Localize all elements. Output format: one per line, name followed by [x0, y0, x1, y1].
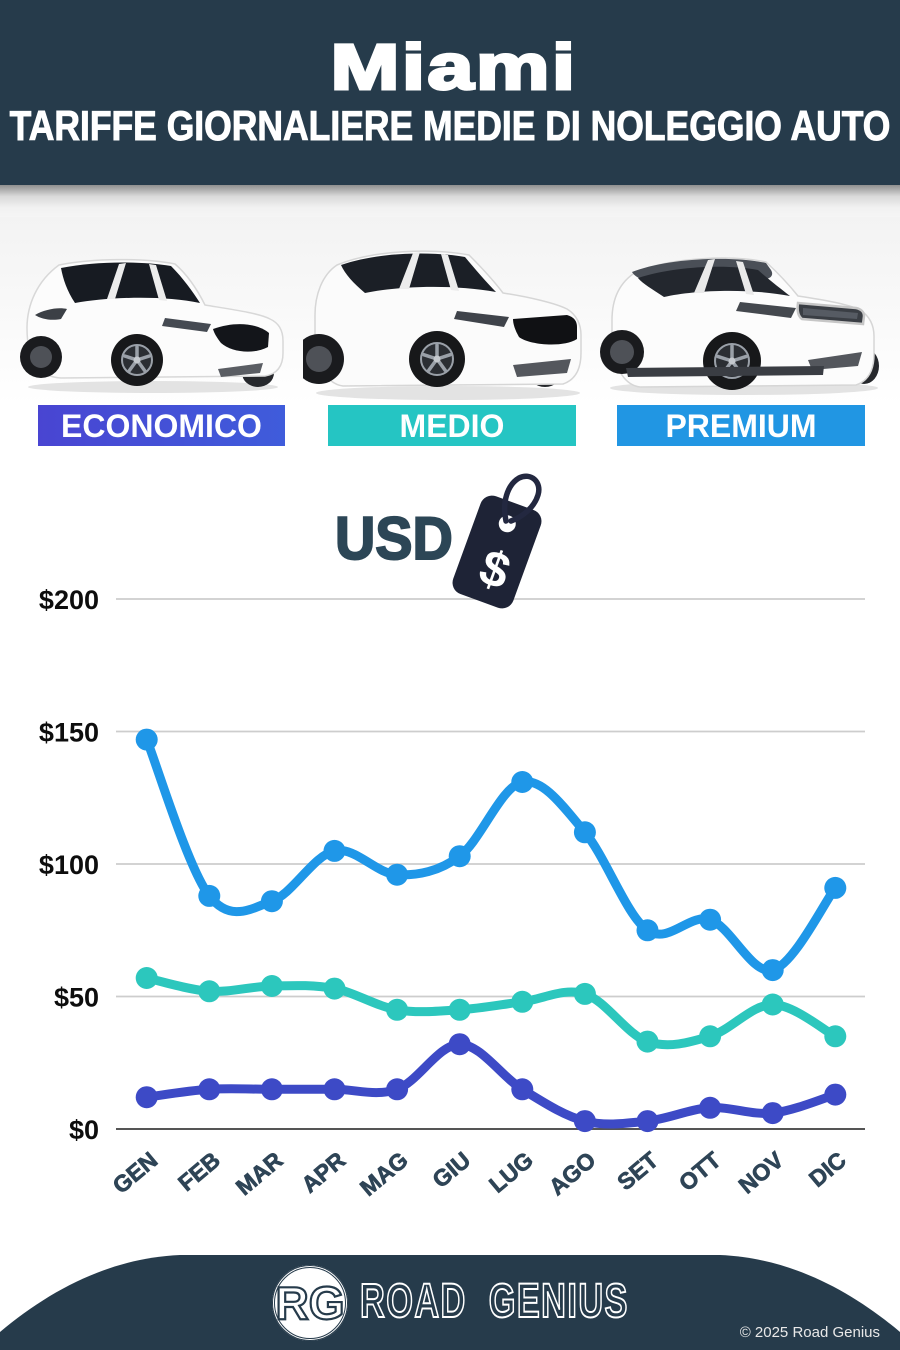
svg-text:MAG: MAG [355, 1147, 413, 1201]
svg-text:APR: APR [296, 1146, 350, 1197]
svg-text:DIC: DIC [804, 1147, 851, 1192]
svg-text:GEN: GEN [107, 1147, 162, 1199]
svg-text:MAR: MAR [231, 1146, 288, 1200]
svg-text:$100: $100 [39, 850, 99, 880]
svg-text:SET: SET [612, 1147, 663, 1196]
svg-text:LUG: LUG [484, 1147, 538, 1198]
svg-text:GIU: GIU [427, 1147, 475, 1193]
svg-text:OTT: OTT [674, 1147, 726, 1196]
svg-text:AGO: AGO [544, 1147, 601, 1201]
svg-text:FEB: FEB [173, 1147, 225, 1196]
svg-text:$0: $0 [69, 1115, 99, 1145]
svg-text:$200: $200 [39, 585, 99, 615]
svg-text:$150: $150 [39, 718, 99, 748]
svg-text:$50: $50 [54, 983, 99, 1013]
svg-text:NOV: NOV [733, 1146, 788, 1198]
